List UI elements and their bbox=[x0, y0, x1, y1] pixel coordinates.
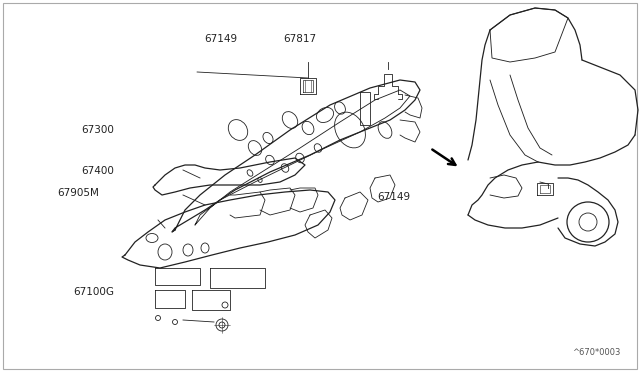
Text: 67300: 67300 bbox=[81, 125, 114, 135]
Text: 67905M: 67905M bbox=[58, 189, 99, 198]
Text: ^670*0003: ^670*0003 bbox=[572, 348, 621, 357]
Text: 67100G: 67100G bbox=[73, 287, 114, 297]
Text: 67149: 67149 bbox=[378, 192, 411, 202]
Text: 67400: 67400 bbox=[81, 166, 114, 176]
Text: 67817: 67817 bbox=[283, 34, 316, 44]
Text: 67149: 67149 bbox=[204, 34, 237, 44]
